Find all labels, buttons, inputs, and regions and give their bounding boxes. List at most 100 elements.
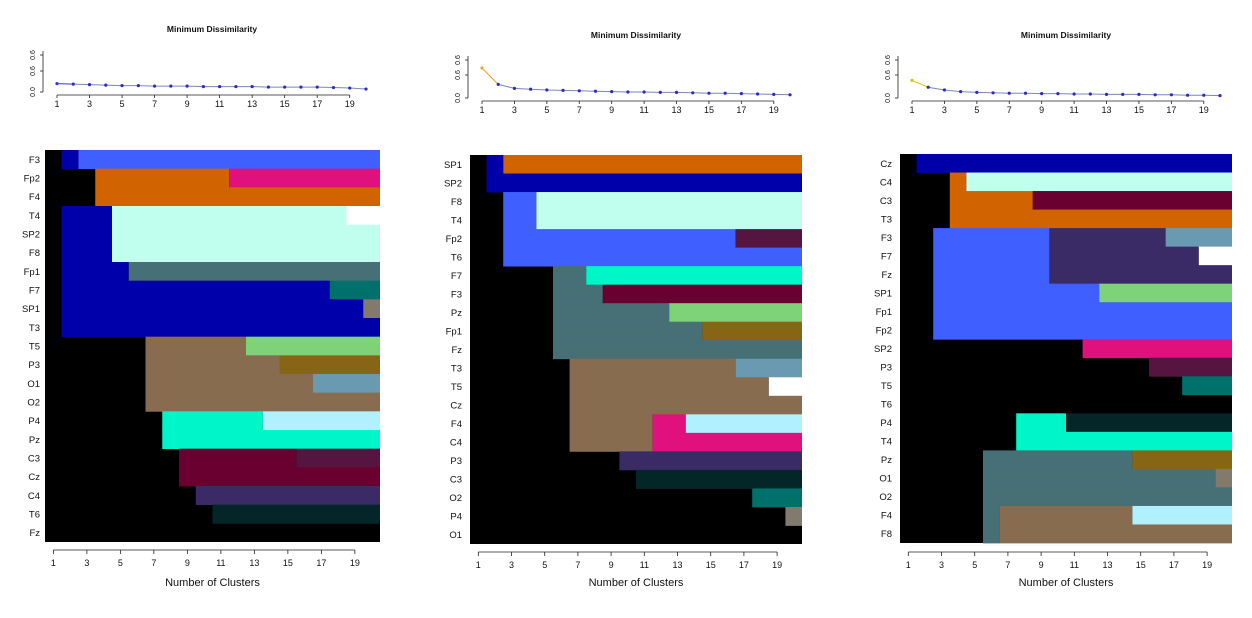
line-point — [1218, 94, 1222, 98]
heatmap-x-tick-label: 9 — [185, 558, 190, 568]
heatmap-cell — [145, 374, 313, 394]
heatmap-x-tick-label: 7 — [1005, 560, 1010, 570]
line-x-tick-label: 9 — [1039, 105, 1044, 115]
heatmap-cell — [949, 209, 1232, 229]
heatmap-cell — [503, 229, 736, 249]
line-point — [926, 85, 930, 89]
line-point — [561, 88, 565, 92]
line-point — [1007, 91, 1011, 95]
heatmap-cell — [503, 192, 537, 211]
row-label: Fp1 — [446, 326, 462, 337]
line-point — [169, 84, 173, 88]
heatmap-cell — [735, 229, 802, 249]
heatmap-cell — [569, 377, 769, 397]
row-label: T3 — [451, 364, 462, 375]
row-label: Pz — [29, 435, 40, 446]
heatmap-cell — [61, 280, 330, 300]
row-label: Pz — [881, 455, 892, 466]
heatmap-x-tick-label: 7 — [151, 558, 156, 568]
line-x-tick-label: 13 — [1102, 105, 1112, 115]
row-label: SP1 — [22, 304, 40, 315]
heatmap-x-tick-label: 15 — [706, 560, 716, 570]
row-label: F8 — [451, 197, 462, 208]
line-segment — [944, 89, 961, 93]
heatmap-cell — [983, 524, 1000, 544]
heatmap-cell — [1049, 246, 1199, 266]
line-y-tick-label: 0.6 — [455, 55, 462, 65]
heatmap-cell — [78, 150, 380, 170]
heatmap-x-tick-label: 9 — [609, 560, 614, 570]
row-label: P4 — [28, 416, 40, 427]
heatmap-x-tick-label: 3 — [84, 558, 89, 568]
line-point — [1153, 93, 1157, 97]
heatmap-cell — [1099, 283, 1232, 303]
line-segment — [928, 86, 945, 91]
heatmap-cell — [553, 266, 587, 286]
line-point — [1104, 92, 1109, 96]
line-point — [71, 82, 75, 86]
row-label: T4 — [881, 437, 892, 448]
heatmap-cell — [1182, 376, 1232, 396]
line-point — [87, 83, 92, 87]
row-label: O1 — [449, 530, 462, 541]
heatmap-x-tick-label: 17 — [316, 558, 326, 568]
line-x-tick-label: 11 — [215, 99, 224, 109]
chart-panel-3: Minimum Dissimilarity 0.0 0.6 0.6 1 3 5 7 9 11 13 1… — [830, 0, 1252, 618]
line-y-tick-label: 0.6 — [30, 50, 37, 60]
heatmap-x-tick-label: 13 — [1102, 560, 1112, 570]
line-point — [910, 78, 914, 82]
heatmap-cell — [619, 451, 802, 471]
heatmap-cell — [61, 206, 112, 226]
row-label: T3 — [881, 214, 892, 225]
heatmap-cell — [933, 302, 1232, 322]
heatmap-cell — [195, 486, 380, 506]
line-x-tick-label: 19 — [1199, 105, 1209, 115]
line-point — [512, 86, 517, 90]
line-x-tick-label: 9 — [609, 105, 614, 115]
heatmap-x-tick-label: 19 — [772, 560, 782, 570]
heatmap-cell — [752, 488, 802, 508]
line-segment — [349, 87, 367, 90]
heatmap-cell — [553, 340, 802, 360]
line-point — [545, 88, 549, 92]
heatmap-cell — [702, 321, 802, 341]
heatmap-x-tick-label: 11 — [216, 558, 225, 568]
line-point — [104, 83, 108, 87]
heatmap-x-tick-label: 3 — [939, 560, 944, 570]
row-label: T6 — [881, 400, 892, 411]
heatmap-cell — [1082, 339, 1232, 359]
heatmap-cell — [61, 224, 112, 244]
line-point — [755, 92, 760, 96]
row-label: T6 — [29, 510, 40, 521]
heatmap-cell — [179, 467, 380, 487]
heatmap-cell — [279, 355, 380, 375]
heatmap-x-tick-label: 5 — [542, 560, 547, 570]
heatmap-cell — [112, 224, 380, 244]
row-label: F4 — [881, 511, 892, 522]
line-segment — [960, 91, 977, 93]
chart-title: Minimum Dissimilarity — [591, 30, 681, 40]
heatmap-cell — [262, 411, 380, 431]
line-x-tick-label: 15 — [280, 99, 290, 109]
line-point — [626, 90, 630, 94]
heatmap-cell — [536, 192, 802, 211]
row-label: P3 — [28, 360, 40, 371]
row-label: SP1 — [874, 288, 892, 299]
heatmap-cell — [486, 173, 802, 193]
line-segment — [530, 88, 547, 91]
heatmap-cell — [95, 168, 230, 188]
heatmap-x-tick-label: 13 — [672, 560, 682, 570]
heatmap-x-tick-label: 11 — [640, 560, 649, 570]
line-x-tick-label: 5 — [974, 105, 979, 115]
line-point — [1088, 92, 1092, 96]
heatmap-cell — [503, 247, 802, 267]
row-label: F4 — [451, 419, 462, 430]
line-point — [529, 87, 533, 91]
heatmap-cell — [933, 320, 1232, 340]
heatmap-cell — [61, 243, 112, 263]
row-label: C3 — [28, 454, 40, 465]
row-label: O2 — [449, 493, 462, 504]
heatmap-cell — [669, 303, 802, 323]
